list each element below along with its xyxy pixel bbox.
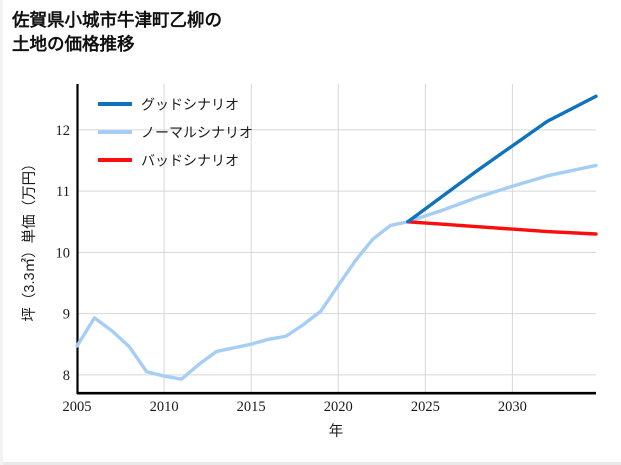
legend-label: バッドシナリオ <box>141 155 239 170</box>
bottom-divider <box>0 462 621 465</box>
series-line <box>406 94 598 224</box>
y-tick-label: 8 <box>63 368 70 384</box>
gridlines <box>76 84 596 394</box>
x-tick-label: 2020 <box>324 399 353 415</box>
y-tick-label: 9 <box>63 307 70 323</box>
x-tick-labels: 2005 2010 2015 2020 2025 2030 <box>63 399 527 415</box>
y-tick-label: 10 <box>56 245 71 261</box>
legend-label: グッドシナリオ <box>141 98 239 114</box>
y-tick-label: 11 <box>56 184 70 200</box>
plot-area <box>77 84 596 394</box>
x-tick-label: 2015 <box>237 399 266 415</box>
y-tick-labels: 8 9 10 11 12 <box>56 123 71 384</box>
x-axis-label: 年 <box>329 423 344 440</box>
x-tick-label: 2005 <box>63 399 92 415</box>
legend-label: ノーマルシナリオ <box>141 127 253 142</box>
series-line <box>406 220 598 236</box>
page-title: 佐賀県小城市牛津町乙柳の 土地の価格推移 <box>12 10 222 55</box>
x-tick-label: 2030 <box>498 399 527 415</box>
left-divider <box>0 0 3 465</box>
x-tick-label: 2010 <box>150 399 179 415</box>
x-tick-label: 2025 <box>411 399 440 415</box>
series-line <box>75 163 598 381</box>
data-series-layer <box>75 94 598 381</box>
y-tick-label: 12 <box>56 123 71 139</box>
y-axis-label: 坪（3.3㎡）単価（万円） <box>21 156 38 321</box>
